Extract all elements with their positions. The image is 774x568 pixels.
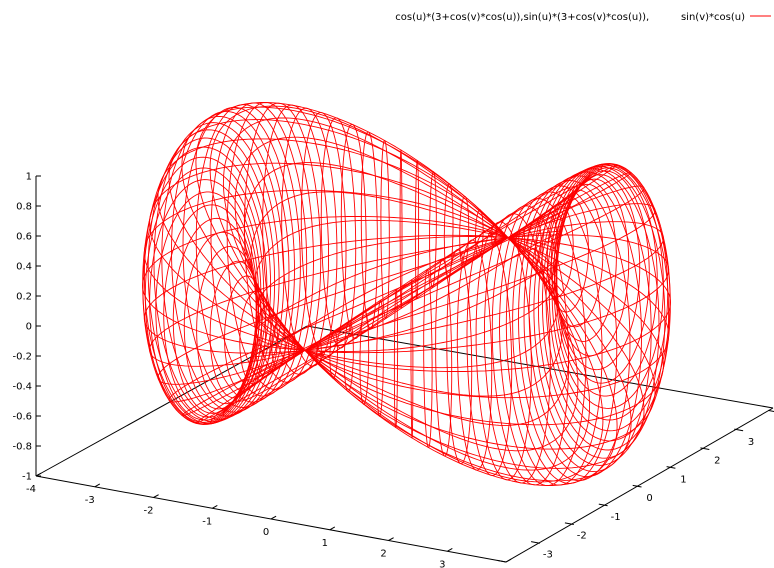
surface-u-line	[446, 249, 473, 465]
x-axis-tick	[153, 494, 159, 498]
x-tick-label: -3	[85, 495, 95, 506]
x-tick-label: 0	[263, 527, 269, 538]
surface-v-line	[255, 236, 671, 372]
z-tick-label: 0	[26, 322, 32, 333]
y-tick-label: 1	[680, 474, 686, 485]
surface-u-line	[380, 140, 390, 320]
surface-v-line	[143, 189, 559, 369]
x-tick-label: -2	[144, 506, 154, 517]
z-tick-label: -0.4	[12, 382, 32, 393]
surface-u-line	[423, 268, 433, 448]
y-axis-tick	[768, 409, 774, 412]
surface-v-line	[181, 106, 591, 471]
x-axis-tick	[94, 483, 101, 488]
x-axis-tick	[388, 537, 394, 541]
z-tick-label: -0.8	[12, 442, 32, 453]
z-tick-label: -1	[22, 472, 32, 483]
surface-u-line	[399, 149, 403, 309]
y-tick-label: -1	[611, 512, 621, 523]
y-axis-tick	[564, 522, 574, 525]
surface-v-line	[209, 105, 618, 486]
surface-v-line	[243, 162, 656, 450]
legend: cos(u)*(3+cos(v)*cos(u)),sin(u)*(3+cos(v…	[395, 12, 771, 23]
x-tick-label: 2	[380, 549, 386, 560]
surface-u-line	[410, 279, 414, 439]
y-tick-label: 2	[714, 456, 720, 467]
legend-label: cos(u)*(3+cos(v)*cos(u)),sin(u)*(3+cos(v…	[395, 12, 745, 23]
surface-v-line	[254, 219, 670, 399]
surface-v-line	[243, 203, 656, 381]
surface-v-line	[250, 191, 664, 426]
surface-u-line	[435, 258, 453, 457]
y-tick-label: 0	[646, 493, 652, 504]
y-axis-line	[505, 407, 774, 563]
surface-v-line	[250, 221, 664, 358]
surface-v-line	[254, 234, 670, 354]
y-axis-tick	[598, 503, 608, 507]
surface-v-line	[222, 117, 632, 482]
back-y-line	[306, 325, 774, 409]
y-axis-tick	[531, 541, 540, 544]
surface-v-line	[149, 162, 563, 397]
x-axis-tick	[329, 526, 336, 531]
axis-ticks: -4-3-2-101234-4-3-2-10123410.80.60.40.20…	[12, 172, 774, 568]
y-tick-label: -3	[543, 549, 553, 560]
surface-v-line	[195, 102, 604, 483]
surface-v-line	[149, 230, 563, 367]
z-tick-label: 0.2	[16, 292, 32, 303]
x-axis-tick	[270, 515, 277, 520]
y-axis-tick	[632, 484, 642, 488]
y-axis-tick	[497, 559, 507, 563]
surface-v-line	[234, 136, 645, 469]
surface-v-line	[168, 119, 579, 452]
x-axis-tick	[505, 558, 512, 563]
surface-v-line	[157, 207, 570, 385]
y-axis-tick	[700, 447, 710, 450]
x-tick-label: 1	[322, 538, 328, 549]
z-tick-label: -0.6	[12, 412, 32, 423]
surface-v-line	[157, 138, 570, 426]
surface-v-line	[143, 234, 559, 354]
surface-v-line	[209, 164, 618, 425]
y-axis-tick	[734, 428, 744, 432]
surface-u-line	[360, 131, 378, 330]
x-tick-label: -4	[26, 484, 36, 495]
z-tick-label: 0.4	[16, 262, 32, 273]
x-tick-label: 3	[439, 559, 445, 568]
x-tick-label: -1	[202, 516, 212, 527]
z-tick-label: 0.6	[16, 232, 32, 243]
y-tick-label: 3	[748, 437, 754, 448]
y-tick-label: -2	[577, 531, 587, 542]
y-axis-tick	[666, 466, 676, 469]
surface-u-line	[340, 123, 367, 339]
x-axis-tick	[447, 547, 453, 552]
z-tick-label: -0.2	[12, 352, 32, 363]
surface-v-line	[222, 171, 632, 417]
surface-v-line	[168, 186, 579, 403]
z-tick-label: 0.8	[16, 202, 32, 213]
surface-mesh	[142, 102, 671, 486]
x-axis-tick	[212, 504, 218, 509]
z-tick-label: 1	[26, 172, 32, 183]
